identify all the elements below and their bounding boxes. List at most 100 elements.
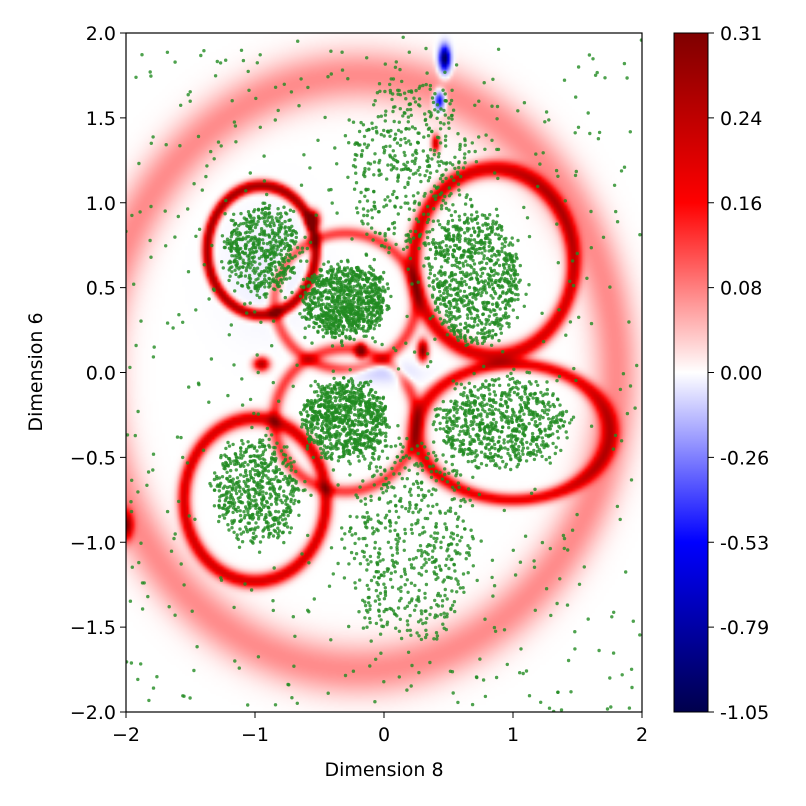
scatter-point <box>359 302 363 307</box>
scatter-point <box>243 261 247 265</box>
scatter-point <box>495 249 500 253</box>
scatter-point <box>438 317 443 321</box>
scatter-point <box>366 301 370 306</box>
scatter-point <box>262 517 267 522</box>
scatter-point <box>326 271 330 275</box>
scatter-point <box>550 417 554 421</box>
scatter-point <box>361 315 365 319</box>
scatter-point <box>285 480 289 484</box>
scatter-point <box>396 587 401 591</box>
scatter-point <box>508 241 513 245</box>
scatter-point <box>322 403 326 408</box>
scatter-point <box>441 622 445 626</box>
scatter-point <box>441 198 445 203</box>
scatter-point <box>277 492 281 497</box>
scatter-point <box>441 179 445 184</box>
scatter-point <box>312 287 317 291</box>
scatter-point <box>213 471 217 475</box>
scatter-point <box>518 263 522 268</box>
scatter-point <box>435 116 439 121</box>
scatter-point <box>350 381 355 386</box>
scatter-point <box>330 387 335 391</box>
scatter-point <box>217 476 222 480</box>
scatter-point <box>452 328 456 332</box>
scatter-point <box>400 505 404 509</box>
scatter-point <box>233 221 238 226</box>
scatter-point <box>351 269 355 274</box>
scatter-point <box>470 242 474 247</box>
scatter-point <box>369 560 373 564</box>
scatter-point <box>468 264 472 268</box>
scatter-point <box>273 458 278 462</box>
scatter-point <box>349 410 353 415</box>
scatter-point <box>251 269 255 273</box>
scatter-point <box>274 216 278 220</box>
scatter-point <box>420 551 424 555</box>
scatter-point <box>419 487 424 492</box>
scatter-point <box>494 318 498 323</box>
scatter-point <box>376 555 381 559</box>
scatter-point <box>323 389 327 393</box>
scatter-point <box>374 621 379 626</box>
scatter-point <box>337 440 341 445</box>
scatter-point <box>480 271 485 275</box>
scatter-point <box>266 266 271 270</box>
scatter-point <box>234 272 238 277</box>
scatter-point <box>481 266 485 270</box>
scatter-point <box>307 324 311 328</box>
scatter-point <box>442 298 447 302</box>
scatter-point <box>242 510 246 514</box>
scatter-point <box>228 260 233 265</box>
scatter-point <box>279 253 283 257</box>
scatter-point <box>528 453 532 458</box>
scatter-point <box>320 421 325 426</box>
scatter-point <box>321 335 326 339</box>
scatter-point <box>348 285 352 290</box>
scatter-point <box>454 258 458 263</box>
scatter-point <box>294 469 298 474</box>
scatter-point <box>432 570 436 574</box>
scatter-point <box>455 410 459 415</box>
scatter-point <box>348 368 352 372</box>
scatter-point <box>283 517 288 521</box>
scatter-point <box>329 284 333 288</box>
scatter-point <box>251 512 255 517</box>
scatter-point <box>449 399 453 403</box>
scatter-point <box>246 491 251 496</box>
scatter-point <box>383 468 387 472</box>
scatter-point <box>302 285 306 289</box>
scatter-point <box>467 381 471 385</box>
scatter-point <box>420 441 424 445</box>
scatter-point <box>276 526 280 530</box>
scatter-point <box>462 289 467 294</box>
scatter-point <box>256 214 261 219</box>
scatter-point <box>298 294 303 298</box>
scatter-point <box>392 565 397 569</box>
scatter-point <box>340 427 344 432</box>
scatter-point <box>505 290 509 295</box>
scatter-point <box>417 588 421 593</box>
scatter-point <box>355 447 360 452</box>
scatter-point <box>327 455 332 459</box>
scatter-point <box>337 318 342 323</box>
scatter-point <box>274 475 278 479</box>
scatter-point <box>457 246 462 251</box>
scatter-point <box>356 454 360 459</box>
scatter-point <box>445 408 449 412</box>
scatter-point <box>418 544 423 548</box>
scatter-point <box>343 296 347 300</box>
scatter-point <box>444 295 449 299</box>
scatter-point <box>217 514 222 519</box>
scatter-point <box>485 261 489 266</box>
scatter-point <box>360 306 365 310</box>
scatter-point <box>372 404 376 408</box>
scatter-point <box>267 223 272 227</box>
scatter-point <box>289 461 293 465</box>
scatter-point <box>451 469 455 473</box>
scatter-point <box>411 482 416 486</box>
scatter-point <box>345 432 349 436</box>
scatter-point <box>331 280 335 284</box>
scatter-point <box>356 423 360 427</box>
scatter-point <box>227 444 232 448</box>
scatter-point <box>476 315 480 319</box>
